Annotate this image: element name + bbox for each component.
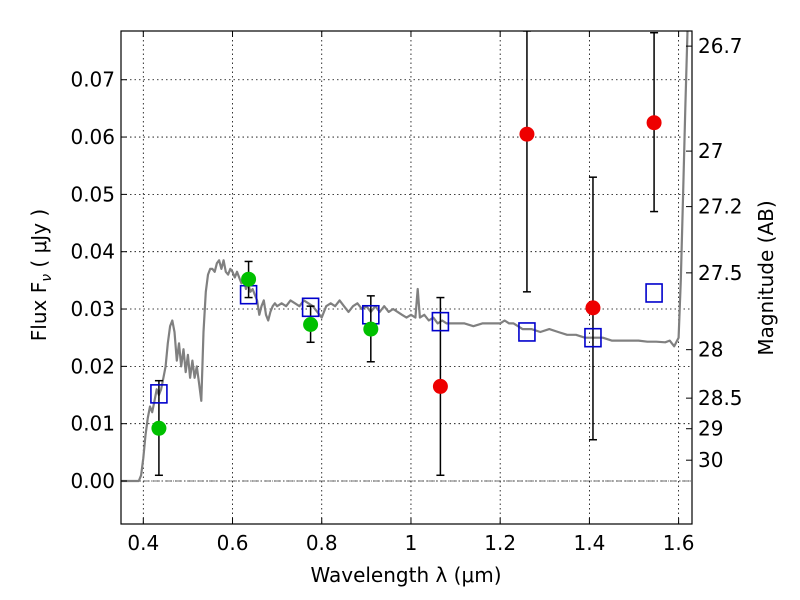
x-tick-label: 1	[405, 531, 418, 555]
x-tick-label: 1.4	[573, 531, 605, 555]
y-tick-label: 0.01	[70, 412, 115, 436]
y-tick-label: 0.07	[70, 68, 115, 92]
model-sed-curve	[121, 31, 689, 483]
right-axis-label: Magnitude (AB)	[754, 200, 778, 355]
y-axis-label-units: ( μJy )	[27, 209, 51, 274]
y-tick-label: 0.06	[70, 125, 115, 149]
detection-point	[303, 317, 319, 333]
x-tick-label: 1.6	[663, 531, 695, 555]
mag-tick-label: 28.5	[698, 386, 743, 410]
grid-layer	[121, 31, 692, 524]
y-tick-label: 0.05	[70, 182, 115, 206]
x-axis-label: Wavelength λ (μm)	[310, 563, 501, 587]
marker-layer	[150, 115, 663, 436]
y-axis-label-sub: ν	[39, 274, 55, 282]
model-flux-marker	[150, 384, 168, 404]
tick-layer	[121, 31, 692, 524]
non-detection-point	[646, 115, 662, 131]
model-flux-marker	[584, 327, 602, 348]
detection-point	[151, 420, 167, 436]
mag-tick-label: 27	[698, 139, 723, 163]
x-tick-label: 0.6	[217, 531, 249, 555]
model-flux-marker	[301, 297, 320, 318]
non-detection-point	[519, 126, 535, 142]
detection-point	[241, 271, 257, 287]
mag-tick-label: 27.5	[698, 261, 743, 285]
y-axis-label: Flux Fν ( μJy )	[27, 209, 55, 341]
y-tick-label: 0.03	[70, 297, 115, 321]
x-tick-label: 0.4	[127, 531, 159, 555]
label-layer: 0.4 0.6 0.8 1 1.2 1.4 1.6 0.00 0.01 0.02 0.03 0.04 0…	[70, 34, 742, 555]
model-flux-marker	[518, 322, 536, 342]
y-tick-label: 0.02	[70, 354, 115, 378]
x-tick-label: 0.8	[306, 531, 338, 555]
non-detection-point	[585, 300, 601, 316]
model-sed-layer	[121, 31, 689, 483]
mag-tick-label: 26.7	[698, 34, 743, 58]
model-flux-marker	[431, 311, 450, 332]
mag-tick-label: 28	[698, 338, 723, 362]
mag-tick-label: 27.2	[698, 195, 743, 219]
x-tick-label: 1.2	[484, 531, 516, 555]
y-tick-label: 0.04	[70, 240, 115, 264]
y-axis-label-main: Flux F	[27, 282, 51, 341]
mag-tick-label: 30	[698, 448, 723, 472]
model-flux-marker	[645, 283, 663, 303]
mag-tick-label: 29	[698, 417, 723, 441]
plot-frame	[120, 30, 693, 525]
y-tick-label: 0.00	[70, 469, 115, 493]
detection-point	[363, 321, 379, 337]
non-detection-point	[432, 378, 448, 394]
